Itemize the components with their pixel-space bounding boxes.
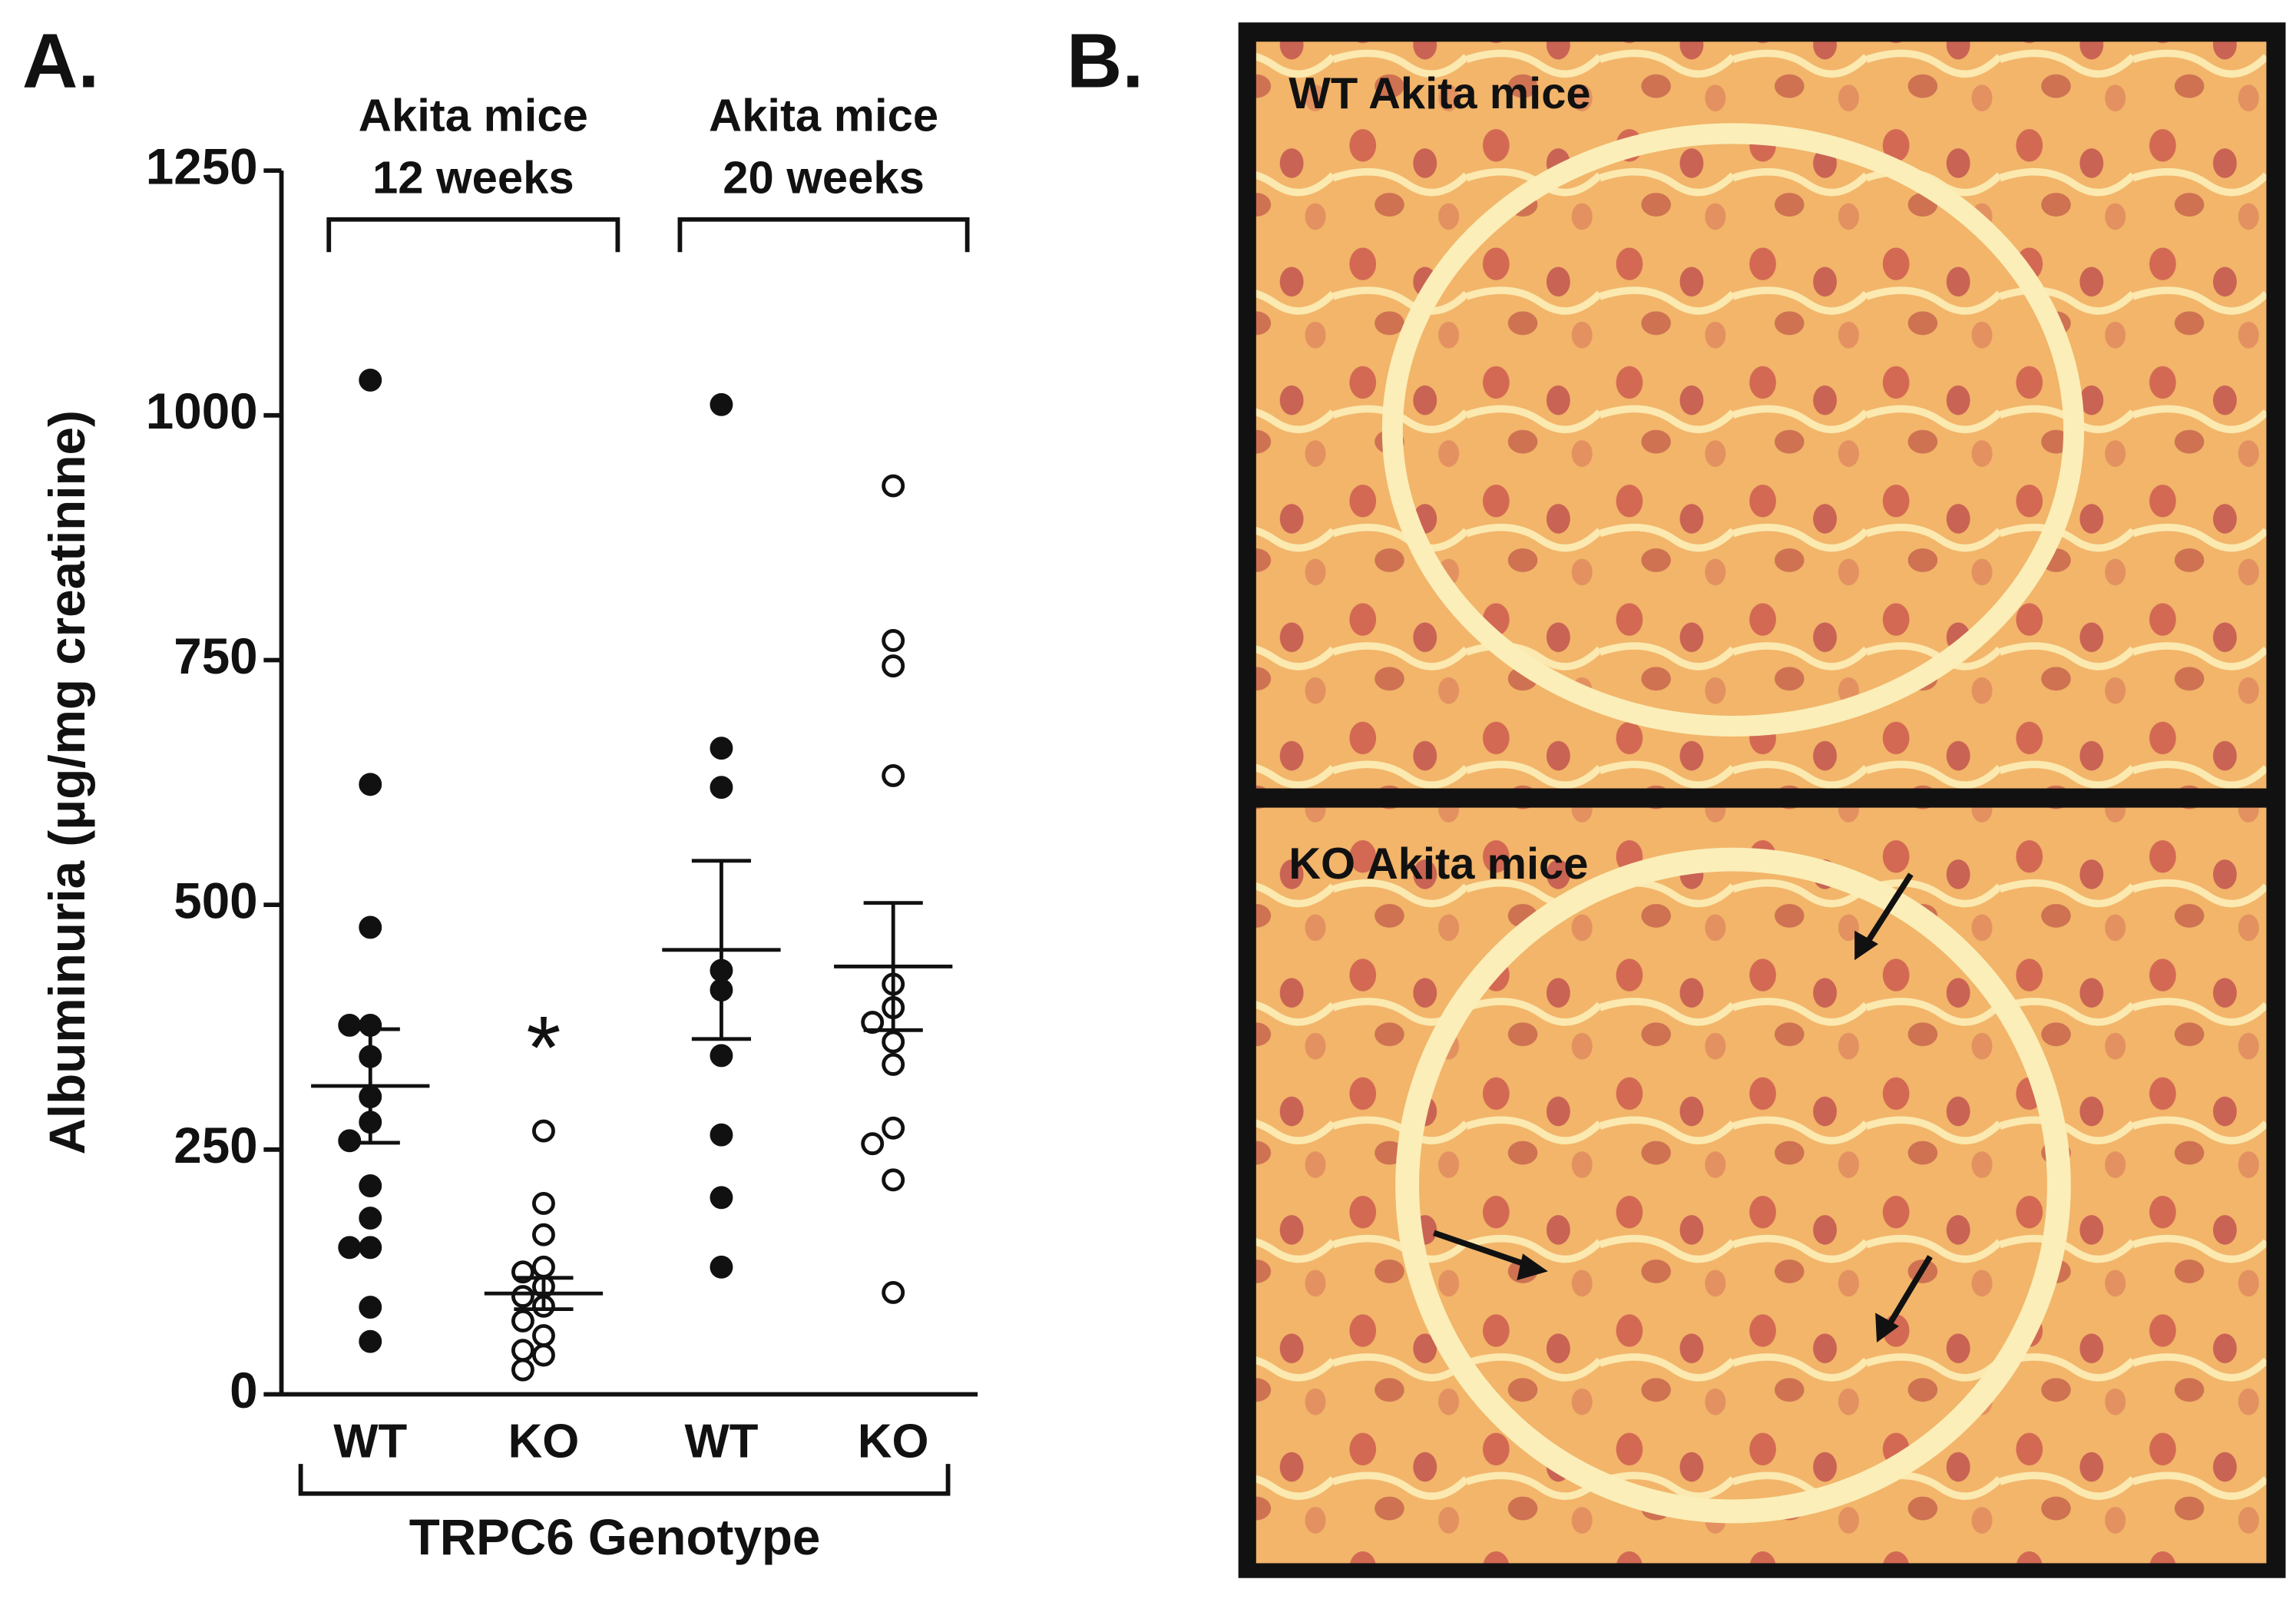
data-point: [359, 1329, 382, 1353]
data-point: [710, 1044, 733, 1068]
data-point: [882, 1052, 905, 1076]
data-point: [359, 1296, 382, 1319]
data-point: [532, 1324, 555, 1347]
data-point: [511, 1285, 534, 1308]
data-point: [532, 1255, 555, 1279]
data-point: [511, 1339, 534, 1362]
data-point: [359, 368, 382, 392]
data-point: [338, 1236, 362, 1260]
data-point: [882, 763, 905, 787]
group-label: 20 weeks: [723, 151, 925, 203]
data-point: [511, 1358, 534, 1382]
group-label: Akita mice: [709, 89, 938, 141]
data-point: [882, 1116, 905, 1140]
data-point: [882, 1030, 905, 1054]
error-bar: [514, 1276, 574, 1312]
data-point: [710, 1123, 733, 1147]
data-point: [338, 1129, 362, 1153]
y-tick-label: 750: [174, 628, 257, 684]
image-label: KO Akita mice: [1289, 839, 1588, 889]
arrow: [1433, 1230, 1534, 1270]
panel-label: B.: [1067, 18, 1143, 104]
data-point: [710, 776, 733, 800]
group-bracket: [677, 217, 970, 253]
data-point: [532, 1223, 555, 1246]
data-point: [359, 1236, 382, 1260]
x-tick-label: WT: [333, 1415, 407, 1468]
data-point: [710, 737, 733, 760]
histology-image: [1256, 41, 2267, 789]
data-point: [882, 474, 905, 498]
error-bar: [691, 859, 752, 1041]
arrowhead: [1854, 930, 1879, 961]
bracket: [298, 1464, 951, 1496]
arrow: [1883, 1255, 1933, 1332]
data-point: [359, 773, 382, 796]
x-tick-label: WT: [684, 1415, 758, 1468]
data-point: [710, 1255, 733, 1279]
arrowhead: [1875, 1313, 1900, 1342]
error-bar: [340, 1027, 400, 1145]
data-point: [532, 1343, 555, 1367]
x-tick-label: KO: [858, 1415, 929, 1468]
y-axis-label: Albuminuria (μg/mg creatinine): [39, 410, 95, 1154]
group-label: 12 weeks: [372, 151, 574, 203]
glomerulus-outline: [1381, 123, 2085, 737]
x-axis-label: TRPC6 Genotype: [409, 1509, 821, 1565]
data-point: [882, 1168, 905, 1192]
data-point: [532, 1191, 555, 1215]
x-tick-label: KO: [508, 1415, 580, 1468]
y-tick-label: 0: [230, 1362, 257, 1419]
data-point: [511, 1309, 534, 1332]
data-point: [882, 654, 905, 678]
significance-marker: *: [526, 998, 561, 1097]
data-point: [338, 1013, 362, 1037]
histology-image: [1256, 807, 2267, 1564]
arrow: [1861, 872, 1914, 950]
data-point: [359, 915, 382, 939]
data-point: [359, 1174, 382, 1197]
group-label: Akita mice: [359, 89, 588, 141]
data-point: [710, 1186, 733, 1210]
image-label: WT Akita mice: [1289, 69, 1590, 118]
arrowhead: [1517, 1253, 1548, 1280]
y-tick-label: 1250: [146, 138, 258, 194]
panel-label: A.: [22, 18, 99, 104]
data-point: [359, 1207, 382, 1230]
data-point: [882, 1280, 905, 1304]
error-bar: [863, 901, 923, 1032]
glomerulus-outline: [1395, 847, 2071, 1524]
data-point: [532, 1119, 555, 1143]
data-point: [882, 629, 905, 652]
arrowheads: [1517, 930, 1900, 1342]
y-tick-label: 500: [174, 872, 257, 929]
arrows: [1433, 872, 1933, 1332]
group-bracket: [326, 217, 620, 253]
y-tick-label: 1000: [146, 383, 258, 439]
data-point: [861, 1132, 885, 1156]
y-tick-label: 250: [174, 1117, 257, 1174]
data-point: [710, 392, 733, 416]
